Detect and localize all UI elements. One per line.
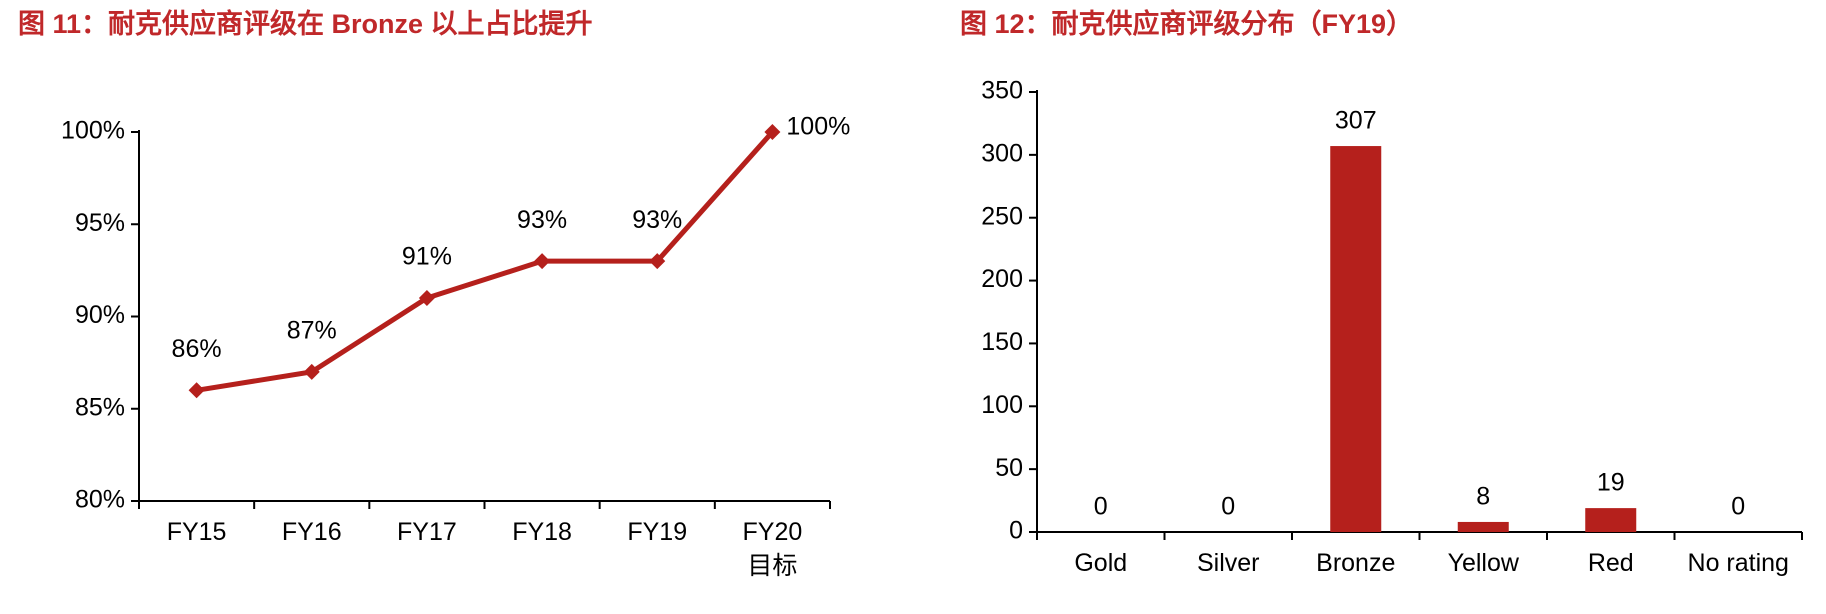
- bar: [1330, 146, 1382, 533]
- data-label: 0: [1094, 493, 1108, 521]
- y-tick-label: 50: [995, 454, 1023, 482]
- chart-title: 图 12：耐克供应商评级分布（FY19）: [960, 8, 1413, 39]
- y-tick-label: 0: [1009, 517, 1023, 545]
- x-tick-label: FY16: [281, 518, 342, 546]
- y-tick-label: 300: [981, 139, 1023, 167]
- x-tick-label: FY20 目标: [742, 518, 803, 580]
- bar: [1457, 521, 1509, 532]
- y-tick-label: 150: [981, 328, 1023, 356]
- data-label: 307: [1335, 107, 1377, 135]
- y-tick-label: 350: [981, 77, 1023, 105]
- y-tick-label: 85%: [75, 393, 125, 421]
- x-tick-label: No rating: [1687, 549, 1789, 577]
- data-label: 0: [1221, 493, 1235, 521]
- x-tick-label: FY15: [166, 518, 227, 546]
- data-label: 19: [1597, 469, 1625, 497]
- x-tick-label: FY17: [397, 518, 457, 546]
- y-tick-label: 80%: [75, 486, 125, 514]
- data-label: 86%: [172, 335, 222, 363]
- x-tick-label: Bronze: [1316, 549, 1396, 577]
- y-tick-label: 100%: [61, 117, 125, 145]
- marker: [303, 363, 320, 380]
- y-tick-label: 90%: [75, 301, 125, 329]
- x-tick-label: Gold: [1074, 549, 1128, 577]
- marker: [764, 124, 781, 140]
- data-label: 0: [1731, 493, 1745, 521]
- x-tick-label: FY19: [627, 518, 688, 546]
- y-tick-label: 95%: [75, 209, 125, 237]
- data-label: 8: [1476, 483, 1490, 511]
- chart-title: 图 11：耐克供应商评级在 Bronze 以上占比提升: [18, 8, 593, 39]
- y-tick-label: 250: [981, 202, 1023, 230]
- data-label: 91%: [402, 243, 452, 271]
- data-label: 93%: [517, 206, 567, 234]
- x-tick-label: Silver: [1196, 549, 1260, 577]
- x-tick-label: Red: [1587, 549, 1634, 577]
- marker: [188, 382, 205, 399]
- data-label: 100%: [786, 113, 850, 141]
- data-label: 87%: [287, 316, 337, 344]
- y-tick-label: 200: [981, 265, 1023, 293]
- bar: [1585, 508, 1637, 532]
- data-label: 93%: [632, 206, 682, 234]
- marker: [418, 290, 435, 307]
- y-tick-label: 100: [981, 391, 1023, 419]
- x-tick-label: Yellow: [1447, 549, 1519, 577]
- x-tick-label: FY18: [512, 518, 572, 546]
- marker: [534, 253, 551, 270]
- marker: [649, 253, 666, 270]
- line: [196, 130, 775, 393]
